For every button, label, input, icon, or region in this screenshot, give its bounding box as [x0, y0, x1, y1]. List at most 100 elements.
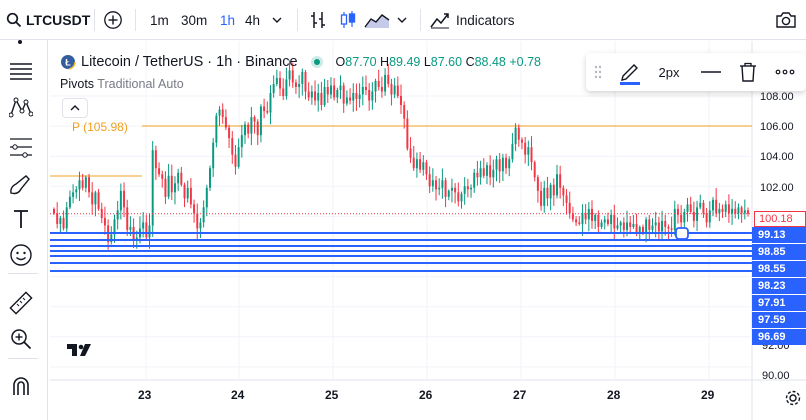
text-tools[interactable]: [8, 206, 34, 232]
line-color-button[interactable]: [616, 60, 644, 85]
candle-up: [173, 183, 176, 193]
candle-down: [256, 121, 259, 136]
time-tick: 25: [325, 388, 339, 402]
bars-icon: [311, 12, 325, 28]
candle-up: [186, 187, 189, 199]
candles-chart-type-button[interactable]: [337, 8, 359, 32]
chevron-down-icon: [397, 17, 407, 23]
candle-down: [263, 106, 266, 112]
line-price-tag[interactable]: 97.59: [752, 312, 806, 328]
candle-down: [406, 118, 409, 149]
timeframe-1m[interactable]: 1m: [150, 8, 169, 32]
timeframe-1h[interactable]: 1h: [220, 8, 235, 32]
time-tick: 23: [138, 388, 152, 402]
high-label: H: [380, 55, 390, 69]
pivots-indicator-legend[interactable]: Pivots Traditional Auto: [60, 77, 184, 91]
candle-up: [737, 207, 740, 214]
candle-down: [648, 219, 651, 230]
candle-down: [56, 213, 59, 224]
candle-down: [641, 226, 644, 233]
indicators-button[interactable]: Indicators: [430, 8, 515, 32]
text-icon: [14, 210, 28, 228]
last-price-tag: 100.18: [754, 211, 806, 227]
line-price-tag[interactable]: 98.55: [752, 261, 806, 277]
candle-down: [457, 192, 460, 202]
candle-up: [237, 147, 240, 167]
line-price-tag[interactable]: 98.85: [752, 244, 806, 260]
symbol-search-button[interactable]: LTCUSDT: [6, 8, 90, 32]
drag-handle[interactable]: [592, 60, 604, 84]
candle-up: [288, 70, 291, 80]
chart-type-dropdown-button[interactable]: [397, 8, 407, 32]
icons-tools[interactable]: [8, 242, 34, 268]
timeframe-dropdown-button[interactable]: [272, 8, 282, 32]
line-price-tag[interactable]: 99.13: [752, 227, 806, 243]
line-price-tag[interactable]: 97.91: [752, 295, 806, 311]
svg-text:Ł: Ł: [65, 58, 71, 68]
brush-tools[interactable]: [8, 171, 34, 197]
candle-up: [177, 172, 180, 184]
chart-canvas[interactable]: [50, 41, 806, 420]
candle-up: [301, 71, 304, 84]
chart-settings-button[interactable]: [782, 387, 804, 409]
candle-up: [718, 208, 721, 214]
line-price-tag[interactable]: 96.69: [752, 329, 806, 345]
candle-down: [536, 177, 539, 191]
timeframe-30m[interactable]: 30m: [181, 8, 207, 32]
snapshot-button[interactable]: [774, 8, 798, 32]
candle-down: [524, 142, 527, 155]
ruler-icon: [9, 291, 33, 315]
symbol-name: LTCUSDT: [26, 12, 91, 28]
brush-icon: [10, 175, 30, 195]
candle-up: [485, 165, 488, 176]
zoom-in-tool[interactable]: [8, 326, 34, 352]
collapse-legend-button[interactable]: [62, 98, 88, 118]
top-toolbar: LTCUSDT 1m 30m 1h 4h Indicators: [0, 0, 806, 40]
candle-down: [91, 192, 94, 205]
candle-down: [428, 174, 431, 187]
candle-up: [317, 92, 320, 101]
candle-down: [53, 208, 55, 214]
candle-down: [629, 222, 632, 227]
time-tick: 27: [513, 388, 527, 402]
candle-down: [721, 208, 724, 212]
candle-down: [326, 86, 329, 95]
bar-replay-button[interactable]: [307, 8, 329, 32]
candle-down: [403, 105, 406, 119]
line-width-button[interactable]: 2px: [654, 60, 684, 84]
line-style-button[interactable]: [698, 60, 724, 84]
candle-up: [587, 208, 590, 220]
more-options-button[interactable]: [772, 60, 798, 84]
timeframe-label: 4h: [245, 12, 261, 28]
delete-drawing-button[interactable]: [736, 60, 760, 84]
candle-up: [218, 109, 221, 116]
tradingview-logo[interactable]: [64, 338, 96, 362]
pattern-tools[interactable]: [8, 94, 34, 120]
candle-down: [454, 187, 457, 193]
candle-down: [533, 162, 536, 178]
candle-down: [390, 83, 393, 95]
candle-up: [352, 92, 355, 101]
magnet-tool[interactable]: [8, 373, 34, 399]
line-anchor-handle[interactable]: [675, 227, 689, 240]
candle-down: [670, 228, 673, 230]
pencil-icon: [620, 64, 640, 85]
candle-up: [514, 127, 517, 145]
low-label: L: [423, 55, 431, 69]
measure-tool[interactable]: [8, 290, 34, 316]
timeframe-label: 30m: [181, 12, 208, 28]
cursor-tool[interactable]: [8, 36, 34, 50]
line-price-tag[interactable]: 98.23: [752, 278, 806, 294]
compare-symbol-button[interactable]: [101, 8, 125, 32]
candle-up: [479, 168, 482, 178]
candle-down: [88, 177, 91, 193]
timeframe-4h[interactable]: 4h: [245, 8, 260, 32]
candle-down: [387, 74, 390, 84]
price-chart-pane[interactable]: [50, 41, 806, 420]
candle-down: [689, 204, 692, 212]
area-chart-type-button[interactable]: [363, 8, 391, 32]
candle-up: [686, 204, 689, 212]
fib-tools[interactable]: [8, 134, 34, 160]
trend-line-tools[interactable]: [8, 58, 34, 84]
candle-down: [425, 162, 428, 175]
